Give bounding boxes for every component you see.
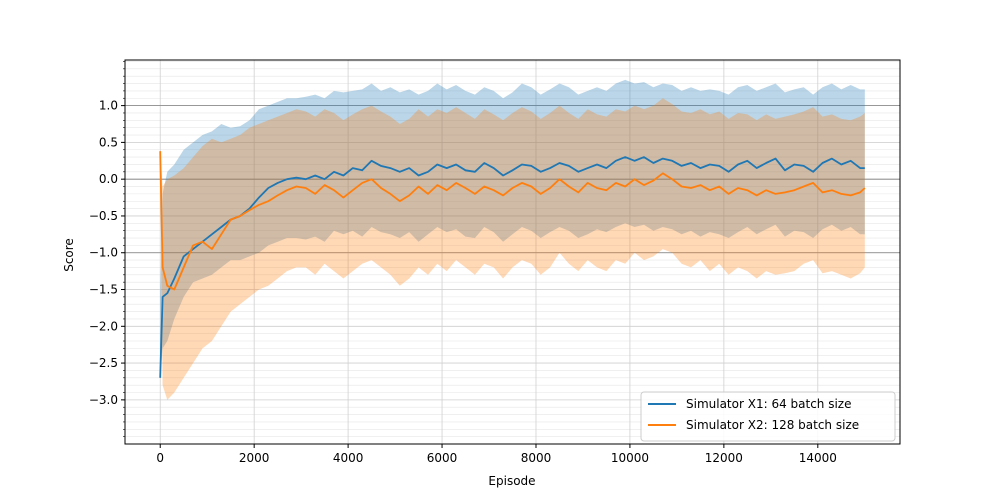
y-tick-label: −3.0	[89, 393, 118, 407]
legend-box	[640, 391, 896, 442]
confidence-bands	[160, 79, 865, 400]
x-tick-label: 12000	[705, 451, 743, 465]
legend-label-x2: Simulator X2: 128 batch size	[686, 418, 859, 432]
x-tick-label: 10000	[611, 451, 649, 465]
x-ticks: 0 2000 4000 6000 8000 10000 12000 14000	[156, 444, 837, 465]
x-axis-label: Episode	[488, 474, 535, 488]
axes-frame	[124, 59, 901, 445]
plot-frame	[124, 59, 901, 445]
y-tick-label: −0.5	[89, 209, 118, 223]
legend: Simulator X1: 64 batch size Simulator X2…	[640, 391, 896, 442]
y-tick-label: −2.5	[89, 356, 118, 370]
x-tick-label: 0	[156, 451, 164, 465]
legend-label-x1: Simulator X1: 64 batch size	[686, 397, 852, 411]
y-tick-label: −1.0	[89, 246, 118, 260]
series-line-2	[159, 151, 866, 291]
x-tick-label: 2000	[239, 451, 270, 465]
y-tick-label: 0.0	[99, 172, 118, 186]
y-tick-label: −2.0	[89, 319, 118, 333]
y-ticks: −3.0 −2.5 −2.0 −1.5 −1.0 −0.5 0.0 0.5 1.0	[89, 61, 125, 437]
confidence-band-2	[160, 98, 865, 400]
y-tick-label: −1.5	[89, 283, 118, 297]
confidence-band-1	[160, 79, 865, 378]
x-tick-label: 8000	[521, 451, 552, 465]
y-axis-label: Score	[62, 238, 76, 272]
x-tick-label: 14000	[799, 451, 837, 465]
y-tick-label: 1.0	[99, 99, 118, 113]
y-tick-label: 0.5	[99, 135, 118, 149]
series-lines	[159, 151, 866, 378]
series-line-1	[159, 156, 865, 378]
x-tick-label: 4000	[333, 451, 364, 465]
reference-lines	[125, 105, 900, 254]
x-tick-label: 6000	[427, 451, 458, 465]
